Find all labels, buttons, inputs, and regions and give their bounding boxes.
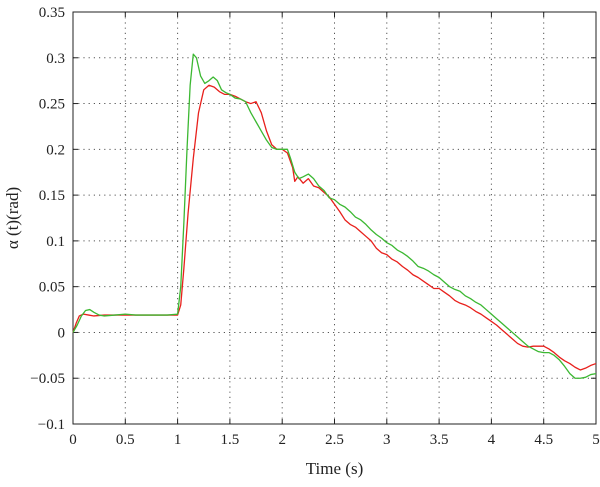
series-line-2: [72, 53, 597, 379]
x-tick-labels: 0 0.5 1 1.5 2 2.5 3 3.5 4 4.5 5: [69, 432, 600, 448]
x-tick-label: 4: [488, 432, 496, 448]
series-lines: [72, 53, 597, 379]
x-tick-label: 1.5: [221, 432, 240, 448]
x-axis-label: Time (s): [306, 459, 363, 478]
x-tick-label: 3.5: [430, 432, 449, 448]
x-tick-label: 0.5: [116, 432, 135, 448]
series-line-1: [72, 84, 597, 371]
x-tick-label: 1: [174, 432, 182, 448]
grid: [73, 12, 596, 424]
y-tick-labels: −0.1 −0.05 0 0.05 0.1 0.15 0.2 0.25 0.3 0.35: [30, 5, 65, 433]
y-tick-label: 0.2: [46, 142, 65, 158]
y-tick-label: −0.05: [30, 371, 65, 387]
y-tick-label: −0.1: [38, 417, 65, 433]
x-tick-label: 3: [383, 432, 391, 448]
x-tick-label: 0: [69, 432, 77, 448]
y-tick-label: 0.1: [46, 234, 65, 250]
x-tick-label: 5: [592, 432, 600, 448]
y-tick-label: 0.3: [46, 51, 65, 67]
y-tick-label: 0.05: [39, 280, 65, 296]
x-tick-label: 2: [278, 432, 286, 448]
plot-frame: [72, 11, 597, 425]
y-tick-label: 0.25: [39, 97, 65, 113]
y-axis-label: α (t)(rad): [3, 187, 22, 249]
y-tick-label: 0.15: [39, 188, 65, 204]
y-tick-label: 0.35: [39, 5, 65, 21]
x-tick-label: 2.5: [325, 432, 344, 448]
axis-ticks: [72, 11, 597, 425]
x-tick-label: 4.5: [534, 432, 553, 448]
y-tick-label: 0: [58, 325, 66, 341]
